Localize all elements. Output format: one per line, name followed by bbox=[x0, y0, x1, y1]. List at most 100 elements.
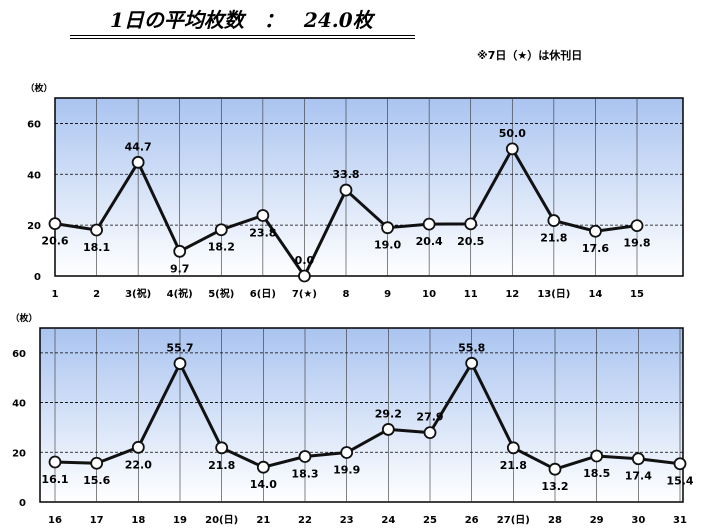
data-label: 18.5 bbox=[583, 467, 610, 480]
data-point bbox=[256, 460, 270, 474]
y-tick-label: 60 bbox=[27, 119, 41, 130]
data-point bbox=[547, 214, 561, 227]
closure-note: ※7日（★）は休刊日 bbox=[477, 49, 583, 62]
data-label: 9.7 bbox=[170, 262, 190, 275]
data-label: 18.2 bbox=[208, 241, 235, 254]
data-label: 55.7 bbox=[166, 342, 193, 355]
y-tick-label: 0 bbox=[34, 272, 41, 283]
x-tick-label: 3(祝) bbox=[125, 287, 151, 300]
data-label: 50.0 bbox=[499, 127, 526, 140]
data-point bbox=[381, 423, 395, 436]
data-point bbox=[48, 217, 62, 231]
x-tick-label: 6(日) bbox=[250, 288, 276, 300]
data-label: 29.2 bbox=[375, 407, 402, 420]
data-label: 44.7 bbox=[125, 140, 152, 153]
x-tick-label: 5(祝) bbox=[208, 287, 234, 300]
data-point bbox=[548, 462, 562, 476]
data-point bbox=[131, 155, 145, 169]
x-tick-label: 21 bbox=[256, 515, 270, 526]
x-tick-label: 23 bbox=[340, 515, 354, 526]
data-point bbox=[173, 357, 187, 370]
data-point bbox=[464, 217, 478, 231]
y-axis-unit: （枚） bbox=[25, 82, 52, 94]
x-tick-label: 18 bbox=[131, 515, 145, 526]
data-point bbox=[630, 219, 644, 233]
data-label: 19.8 bbox=[623, 237, 650, 250]
y-tick-label: 20 bbox=[12, 448, 26, 459]
x-tick-label: 11 bbox=[464, 289, 478, 300]
data-label: 23.8 bbox=[249, 226, 276, 239]
data-label: 33.8 bbox=[332, 168, 359, 181]
data-point bbox=[465, 356, 479, 370]
data-label: 27.9 bbox=[416, 411, 443, 424]
data-label: 19.0 bbox=[374, 239, 401, 252]
data-point bbox=[422, 217, 436, 231]
x-tick-label: 15 bbox=[630, 289, 644, 300]
data-point bbox=[381, 221, 394, 235]
x-tick-label: 24 bbox=[381, 515, 395, 526]
data-label: 14.0 bbox=[250, 478, 277, 491]
data-label: 21.8 bbox=[208, 459, 235, 472]
y-axis-unit: （枚） bbox=[10, 312, 37, 324]
chart-second-half: 0 20 40 60 （枚） 16 17 18 19 20(日) 21 22 23 24 25 26 27(日)… bbox=[10, 312, 693, 526]
x-tick-label: 2 bbox=[93, 289, 100, 300]
data-point bbox=[590, 449, 604, 463]
data-point bbox=[506, 441, 520, 455]
data-point bbox=[131, 440, 145, 454]
data-point bbox=[214, 223, 228, 237]
data-label: 20.5 bbox=[457, 235, 484, 248]
x-tick-label: 1 bbox=[52, 289, 59, 300]
data-label: 18.3 bbox=[291, 468, 318, 481]
y-tick-label: 40 bbox=[12, 399, 26, 410]
x-tick-label: 28 bbox=[548, 515, 562, 526]
x-tick-label: 27(日) bbox=[497, 514, 530, 526]
plot-area bbox=[54, 97, 684, 277]
y-tick-label: 60 bbox=[12, 349, 26, 360]
x-tick-label: 4(祝) bbox=[167, 287, 193, 300]
y-tick-label: 40 bbox=[27, 170, 41, 181]
x-tick-label: 13(日) bbox=[537, 288, 570, 300]
x-tick-label: 8 bbox=[343, 289, 350, 300]
data-label: 18.1 bbox=[83, 241, 110, 254]
data-point bbox=[631, 452, 645, 466]
data-point bbox=[505, 142, 519, 156]
data-label: 21.8 bbox=[500, 459, 527, 472]
data-point bbox=[298, 269, 311, 283]
x-tick-label: 14 bbox=[588, 289, 602, 300]
data-label: 0.0 bbox=[295, 254, 315, 267]
data-point bbox=[48, 455, 62, 469]
data-label: 17.6 bbox=[582, 242, 609, 255]
data-label: 22.0 bbox=[125, 458, 152, 471]
data-label: 21.8 bbox=[540, 232, 567, 245]
x-tick-label: 19 bbox=[173, 515, 187, 526]
data-point bbox=[423, 426, 437, 440]
data-point bbox=[673, 457, 687, 471]
data-label: 20.4 bbox=[416, 235, 443, 248]
data-point bbox=[340, 446, 354, 459]
data-point bbox=[589, 224, 602, 238]
page-title: 1日の平均枚数 ： 24.0枚 bbox=[70, 4, 415, 39]
x-tick-label: 16 bbox=[48, 515, 62, 526]
x-tick-label: 17 bbox=[90, 515, 104, 526]
x-tick-label: 25 bbox=[423, 515, 437, 526]
x-tick-label: 9 bbox=[384, 289, 391, 300]
x-tick-label: 12 bbox=[505, 289, 519, 300]
data-label: 20.6 bbox=[41, 235, 68, 248]
x-tick-label: 7(★) bbox=[292, 289, 317, 300]
x-tick-label: 22 bbox=[298, 515, 312, 526]
data-point bbox=[173, 244, 187, 258]
data-label: 15.6 bbox=[83, 474, 110, 487]
data-label: 15.4 bbox=[666, 475, 693, 488]
data-point bbox=[298, 450, 312, 463]
data-point bbox=[339, 183, 353, 197]
y-tick-label: 0 bbox=[19, 498, 26, 509]
data-point bbox=[215, 441, 229, 455]
x-tick-label: 30 bbox=[631, 515, 645, 526]
x-tick-label: 26 bbox=[465, 515, 479, 526]
data-label: 55.8 bbox=[458, 341, 485, 354]
plot-area bbox=[39, 327, 684, 503]
data-point bbox=[90, 456, 104, 470]
data-point bbox=[256, 209, 270, 222]
y-tick-label: 20 bbox=[27, 221, 41, 232]
